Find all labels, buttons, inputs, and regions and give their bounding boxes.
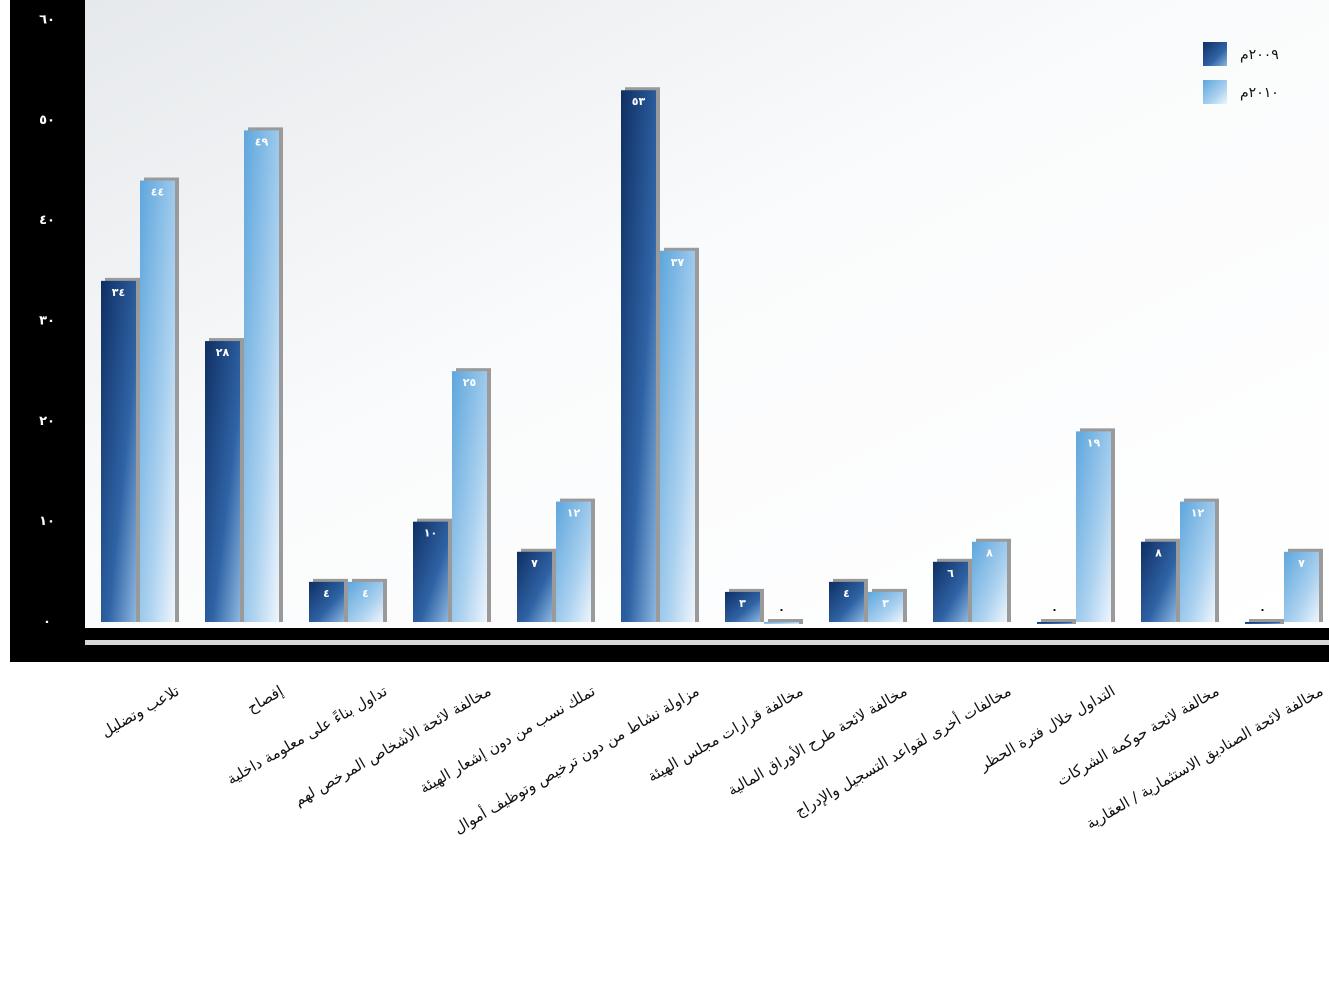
plot-background: [85, 0, 1329, 628]
x-tick-label: تملك نسب من دون إشعار الهيئة: [416, 682, 598, 797]
bar-shadow: [768, 619, 803, 624]
value-label: ٣٧: [671, 256, 685, 269]
bar: [725, 591, 760, 622]
value-label: ٣: [739, 597, 746, 610]
bar: [621, 90, 656, 622]
x-tick-label: إفصاح: [244, 682, 286, 717]
bar: [1037, 622, 1072, 624]
bar: [764, 622, 799, 624]
x-tick-label: مخالفة لائحة طرح الأوراق المالية: [724, 681, 910, 799]
value-label: ٠: [778, 603, 785, 616]
bar: [660, 250, 695, 622]
value-label: ٢٨: [216, 346, 230, 359]
bar: [517, 551, 552, 622]
bar: [1076, 431, 1111, 622]
bar: [348, 581, 383, 622]
y-tick-label: ٦٠: [39, 13, 55, 28]
legend-swatch: [1203, 80, 1227, 104]
value-label: ٧: [1298, 557, 1305, 570]
x-axis-stripe: [85, 640, 1329, 645]
legend-label: ٢٠١٠م: [1240, 85, 1279, 101]
bar-shadow: [1249, 619, 1284, 624]
value-label: ٣: [882, 597, 889, 610]
value-label: ٦: [947, 567, 954, 580]
y-tick-label: ٠: [43, 615, 51, 630]
bar: [972, 541, 1007, 622]
value-label: ١٩: [1087, 436, 1101, 449]
y-tick-label: ٤٠: [39, 213, 55, 228]
bar: [1141, 541, 1176, 622]
value-label: ١٢: [1191, 507, 1205, 520]
value-label: ٤٩: [255, 135, 269, 148]
bar: [140, 180, 175, 623]
y-tick-label: ٥٠: [39, 113, 55, 128]
legend-swatch: [1203, 42, 1227, 66]
y-tick-label: ٢٠: [39, 414, 55, 429]
value-label: ٤: [362, 587, 369, 600]
bar: [452, 371, 487, 622]
x-tick-label: مخالفات أخرى لقواعد التسجيل والإدراج: [791, 681, 1015, 822]
value-label: ١٢: [567, 507, 581, 520]
value-label: ١٠: [424, 527, 437, 540]
bar-shadow: [1041, 619, 1076, 624]
bar: [1284, 551, 1319, 622]
value-label: ٠: [1259, 603, 1266, 616]
bar: [829, 581, 864, 622]
legend-label: ٢٠٠٩م: [1240, 47, 1279, 63]
bar: [101, 280, 136, 622]
value-label: ٢٥: [463, 376, 477, 389]
bar: [244, 130, 279, 622]
bar: [1245, 622, 1280, 624]
y-axis-band: [10, 0, 85, 662]
bar: [309, 581, 344, 622]
value-label: ٨: [986, 547, 993, 560]
value-label: ٤: [843, 587, 850, 600]
value-label: ٧: [531, 557, 538, 570]
x-tick-label: مخالفة لائحة حوكمة الشركات: [1054, 682, 1223, 790]
bar: [868, 591, 903, 622]
y-tick-label: ٣٠: [39, 314, 55, 329]
x-tick-label: تلاعب وتضليل: [98, 682, 182, 741]
bar: [556, 501, 591, 622]
value-label: ٨: [1155, 547, 1162, 560]
bar: [1180, 501, 1215, 622]
bar: [413, 521, 448, 622]
x-tick-label: مخالفة لائحة الأشخاص المرخص لهم: [290, 681, 494, 810]
value-label: ٣٤: [112, 286, 125, 299]
value-label: ٥٣: [632, 95, 646, 108]
value-label: ٤: [323, 587, 330, 600]
value-label: ٤٤: [151, 186, 164, 199]
bar: [205, 341, 240, 622]
y-tick-label: ١٠: [39, 514, 55, 529]
value-label: ٠: [1051, 603, 1058, 616]
bar: [933, 561, 968, 622]
